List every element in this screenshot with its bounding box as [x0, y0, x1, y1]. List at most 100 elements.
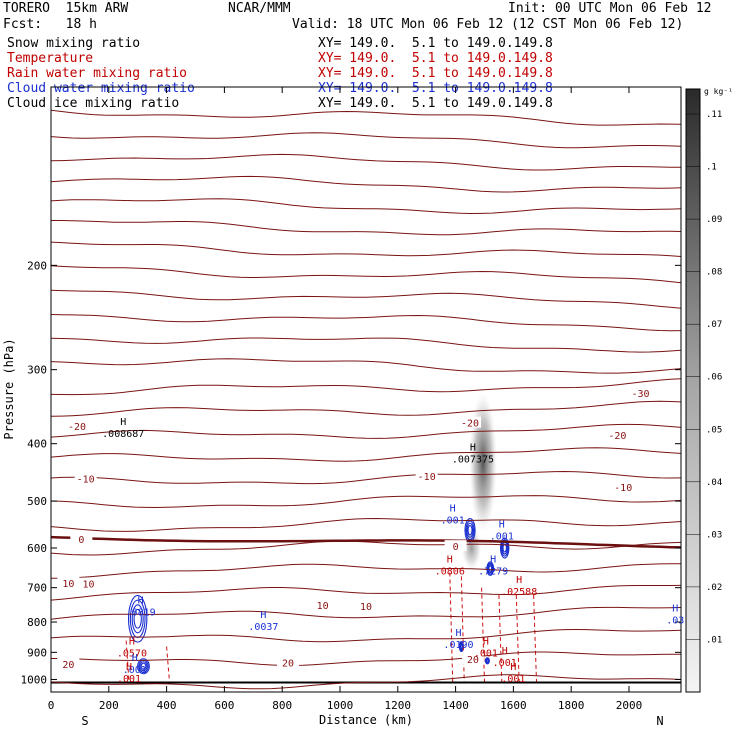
isotherm-line	[51, 470, 681, 485]
maximum-marker: H	[499, 519, 505, 530]
isotherm-label-bg	[77, 577, 100, 589]
field-xy-snow: XY= 149.0. 5.1 to 149.0.149.8	[318, 36, 553, 51]
field-xy-rain: XY= 149.0. 5.1 to 149.0.149.8	[318, 66, 553, 81]
isotherm-line	[51, 447, 681, 462]
x-tick-label: 1800	[558, 699, 585, 712]
isotherm-label: -10	[418, 472, 436, 483]
y-tick-label: 200	[27, 259, 47, 272]
colorbar-tick-label: .06	[706, 373, 722, 383]
isotherm-line	[51, 109, 681, 126]
isotherm-label-bg	[74, 472, 97, 484]
x-tick-label: 200	[99, 699, 119, 712]
maximum-marker: H	[450, 503, 456, 514]
isotherm-label-bg	[57, 657, 80, 669]
x-tick-label: 400	[157, 699, 177, 712]
x-tick-label: 2000	[616, 699, 643, 712]
model-label: TORERO 15km ARW	[3, 1, 129, 16]
isotherm-label-bg	[276, 656, 299, 668]
cloud-water-contour	[460, 644, 463, 650]
isotherm-line	[51, 674, 681, 690]
cloud-water-contour	[127, 594, 148, 643]
isotherm-line	[51, 540, 681, 556]
colorbar-tick-label: .01	[706, 635, 722, 645]
isotherm-label-bg	[612, 480, 635, 492]
cloud-water-contour	[487, 564, 493, 574]
maximum-marker: H	[470, 442, 476, 453]
colorbar-tick-label: .05	[706, 425, 722, 435]
isotherm-label: 20	[467, 655, 479, 666]
isotherm-line	[51, 423, 681, 439]
isotherm-line	[51, 175, 681, 193]
colorbar-tick-label: .04	[706, 478, 722, 488]
isotherm-label: 10	[360, 602, 372, 613]
isotherm-line	[51, 132, 681, 149]
colorbar-tick-label: .11	[706, 110, 722, 120]
isotherm-line	[51, 198, 681, 215]
isotherm-label-bg	[606, 428, 629, 440]
field-name-snow: Snow mixing ratio	[7, 36, 141, 51]
maximum-marker: H	[120, 417, 126, 428]
cloud-water-contour	[487, 562, 494, 575]
isotherm-label: 20	[282, 659, 294, 670]
colorbar-tick-label: .03	[706, 530, 722, 540]
field-name-rain: Rain water mixing ratio	[7, 66, 188, 81]
isotherm-line	[51, 495, 681, 509]
field-xy-temperature: XY= 149.0. 5.1 to 149.0.149.8	[318, 51, 553, 66]
maximum-marker: H	[483, 637, 489, 648]
field-name-temperature: Temperature	[7, 51, 94, 66]
isotherm-line	[51, 220, 681, 236]
cloud-water-contour	[131, 604, 144, 634]
isotherm-label: -10	[614, 483, 632, 494]
isotherm-label-bg	[444, 540, 467, 552]
colorbar-tick-label: .09	[706, 215, 722, 225]
isotherm-label: 0	[453, 542, 459, 553]
maximum-marker: H	[516, 575, 522, 586]
isotherm-label: 10	[83, 580, 95, 591]
isotherm-line	[51, 265, 681, 284]
cloud-water-contour	[139, 661, 148, 672]
isotherm-label: 20	[62, 660, 74, 671]
isotherm-label: -10	[77, 475, 95, 486]
y-tick-label: 500	[27, 495, 47, 508]
y-tick-label: 900	[27, 646, 47, 659]
y-tick-label: 1000	[21, 673, 48, 686]
y-tick-label: 700	[27, 582, 47, 595]
isotherm-label-bg	[415, 469, 438, 481]
x-end-label-north: N	[656, 714, 663, 728]
isotherm-label: 0	[78, 535, 84, 546]
isotherm-label-bg	[459, 416, 482, 428]
colorbar-tick-label: .1	[706, 163, 717, 173]
isotherm-line	[51, 606, 681, 620]
isotherm-line	[51, 584, 681, 601]
isotherm-label-bg	[66, 420, 89, 432]
colorbar-unit: g kg⁻¹	[704, 87, 733, 96]
colorbar-scale	[685, 88, 701, 693]
cloud-water-contour	[465, 520, 475, 541]
cloud-water-contour	[137, 658, 150, 675]
maximum-value-label: .001	[501, 674, 525, 685]
rain-water-contour	[460, 576, 465, 683]
isotherm-line	[51, 378, 681, 396]
maximum-value-label: .001	[123, 665, 147, 676]
isotherm-line	[51, 241, 681, 257]
plot-frame	[50, 86, 682, 693]
maximum-marker: H	[138, 596, 144, 607]
maximum-marker: H	[447, 554, 453, 565]
field-name-cloud-ice: Cloud ice mixing ratio	[7, 96, 180, 111]
init-label: Init: 00 UTC Mon 06 Feb 12	[508, 1, 712, 16]
rain-water-contour	[515, 594, 520, 683]
maximum-value-label: .0570	[117, 649, 147, 660]
maximum-marker: H	[510, 662, 516, 673]
colorbar-tick-label: .07	[706, 320, 722, 330]
maximum-value-label: .001	[474, 649, 498, 660]
x-tick-label: 800	[272, 699, 292, 712]
maximum-value-label: .001	[490, 531, 514, 542]
isotherm-label: 10	[317, 601, 329, 612]
isotherm-line	[51, 314, 681, 332]
freezing-level-line	[51, 535, 681, 549]
forecast-label: Fcst: 18 h	[3, 17, 97, 32]
isotherm-line	[51, 517, 681, 532]
rain-water-contour	[533, 594, 538, 683]
maximum-value-label: .001	[493, 658, 517, 669]
